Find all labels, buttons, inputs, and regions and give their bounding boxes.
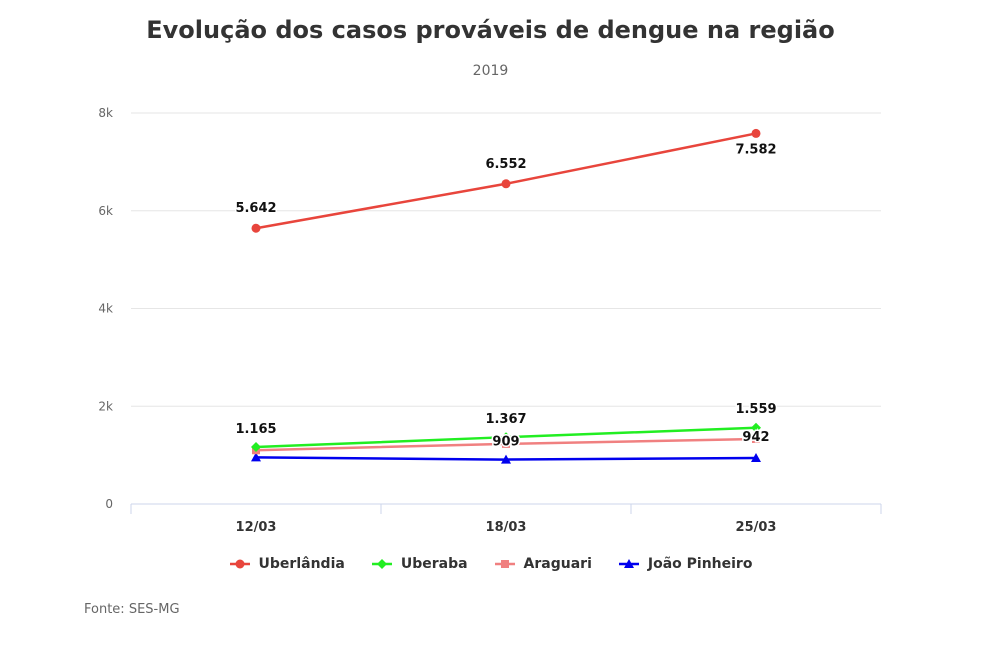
- data-point: [502, 439, 510, 448]
- chart-subtitle: 2019: [472, 63, 509, 79]
- data-point: [251, 452, 261, 462]
- legend-symbol-icon: [371, 559, 392, 569]
- legend-item[interactable]: Uberlândia: [229, 556, 345, 572]
- legend-item[interactable]: Uberaba: [371, 556, 468, 572]
- data-label: 5.642: [235, 201, 276, 216]
- legend: Uberlândia Uberaba Araguari João Pinheiro: [0, 556, 981, 572]
- data-point: [752, 434, 760, 443]
- legend-symbol-icon: [229, 559, 250, 569]
- data-label: 909: [492, 435, 519, 450]
- data-point: [501, 179, 511, 189]
- legend-marker: [376, 559, 387, 569]
- x-tick-label: 12/03: [236, 520, 277, 535]
- data-point: [251, 223, 261, 233]
- data-label: 7.582: [735, 142, 776, 157]
- data-point: [751, 422, 761, 433]
- chart-title: Evolução dos casos prováveis de dengue n…: [146, 16, 835, 44]
- data-label: 1.367: [485, 412, 526, 427]
- legend-marker: [623, 559, 634, 568]
- line-chart: 0 2k 4k 6k 8k 12/03 18/03 25/03 5.642 6.552 7.582…: [98, 106, 882, 535]
- legend-marker: [235, 559, 245, 569]
- y-tick-label: 0: [105, 497, 113, 511]
- legend-label: João Pinheiro: [647, 556, 753, 572]
- data-label: 1.559: [735, 402, 776, 417]
- legend-item[interactable]: Araguari: [494, 556, 592, 572]
- data-point: [751, 128, 761, 138]
- data-label: 942: [742, 430, 769, 445]
- legend-marker: [500, 560, 509, 568]
- source-note: Fonte: SES-MG: [84, 602, 180, 617]
- data-point: [501, 454, 511, 464]
- y-tick-label: 8k: [98, 106, 113, 120]
- data-label: 1.165: [235, 422, 276, 437]
- x-tick-label: 25/03: [736, 520, 777, 535]
- legend-symbol-icon: [494, 560, 515, 568]
- legend-label: Araguari: [523, 556, 592, 572]
- data-point: [501, 432, 511, 443]
- y-tick-label: 4k: [98, 302, 113, 316]
- legend-label: Uberlândia: [258, 556, 345, 572]
- y-tick-label: 6k: [98, 204, 113, 218]
- data-point: [751, 452, 761, 462]
- legend-label: Uberaba: [400, 556, 468, 572]
- data-label: 6.552: [485, 157, 526, 172]
- y-tick-label: 2k: [98, 399, 113, 413]
- data-point: [251, 442, 261, 453]
- legend-symbol-icon: [618, 559, 639, 568]
- x-tick-label: 18/03: [486, 520, 527, 535]
- legend-item[interactable]: João Pinheiro: [618, 556, 753, 572]
